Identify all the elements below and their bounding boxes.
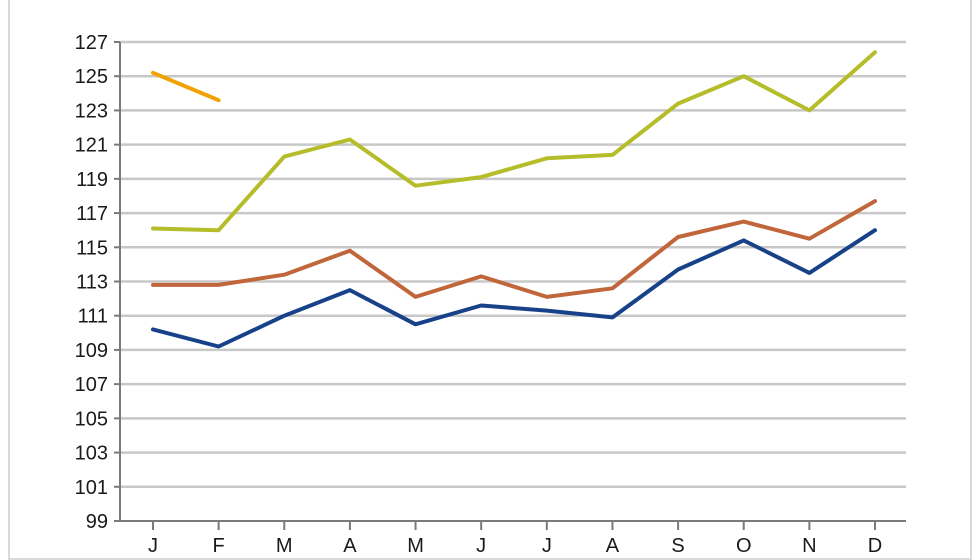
y-tick-label: 107: [75, 374, 108, 396]
x-tick-label: F: [213, 535, 225, 552]
axes: [119, 42, 906, 522]
series-line-3: [151, 199, 877, 299]
y-tick-label: 99: [86, 511, 108, 533]
series-line-1: [151, 70, 221, 103]
y-tick-label: 119: [76, 169, 108, 191]
y-tick-label: 127: [75, 32, 108, 54]
y-tick-label: 117: [76, 203, 108, 225]
y-tick-label: 115: [76, 237, 108, 259]
x-tick-label: J: [476, 535, 486, 552]
x-tick-label: A: [343, 535, 357, 552]
y-tick-label: 101: [75, 477, 108, 499]
series-line-2: [151, 50, 877, 233]
y-tick-label: 109: [75, 340, 108, 362]
x-tick-label: M: [407, 535, 424, 552]
y-tick-label: 125: [75, 66, 108, 88]
y-tick-label: 121: [75, 135, 108, 157]
x-tick-label: J: [148, 535, 158, 552]
y-tick-label: 111: [78, 306, 108, 328]
y-tick-label: 113: [76, 272, 108, 294]
x-tick-label: D: [868, 535, 882, 552]
series-lines: [151, 50, 877, 349]
x-tick-label: N: [802, 535, 816, 552]
x-tick-label: S: [671, 535, 684, 552]
y-tick-label: 123: [75, 100, 108, 122]
y-axis-ticks: 99 101 103 105 107 109 111 113 115 117 119 121 123 12…: [75, 32, 120, 533]
y-tick-label: 103: [75, 443, 108, 465]
x-tick-label: O: [736, 535, 752, 552]
x-tick-label: A: [606, 535, 620, 552]
x-tick-label: M: [276, 535, 293, 552]
x-tick-label: J: [542, 535, 552, 552]
y-tick-label: 105: [75, 408, 108, 430]
series-line-4: [151, 228, 877, 349]
